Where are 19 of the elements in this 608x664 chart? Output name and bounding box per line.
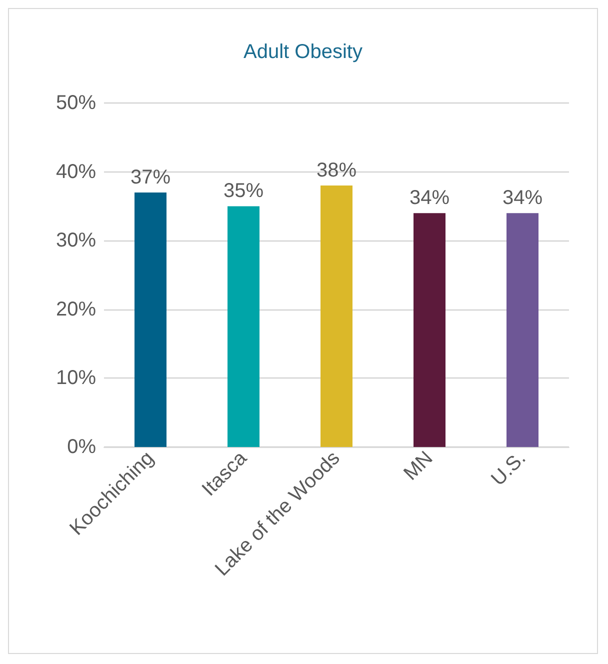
- data-label: 38%: [316, 160, 357, 182]
- y-tick-label: 20%: [56, 298, 96, 320]
- bar: [506, 213, 538, 447]
- bar: [134, 192, 166, 447]
- data-label: 34%: [409, 187, 450, 210]
- data-label: 34%: [502, 187, 543, 210]
- data-label: 37%: [130, 166, 171, 188]
- x-tick-label: U.S.: [487, 447, 530, 490]
- data-label: 35%: [223, 180, 264, 202]
- y-tick-label: 50%: [56, 92, 96, 114]
- y-tick-label: 30%: [56, 230, 96, 252]
- chart-title: Adult Obesity: [244, 41, 362, 63]
- bar: [414, 213, 446, 447]
- bar: [228, 206, 260, 447]
- x-tick-label: MN: [400, 447, 438, 485]
- y-tick-label: 40%: [56, 160, 96, 183]
- y-tick-label: 10%: [56, 367, 96, 390]
- y-tick-label: 0%: [67, 436, 96, 458]
- bar: [320, 186, 352, 447]
